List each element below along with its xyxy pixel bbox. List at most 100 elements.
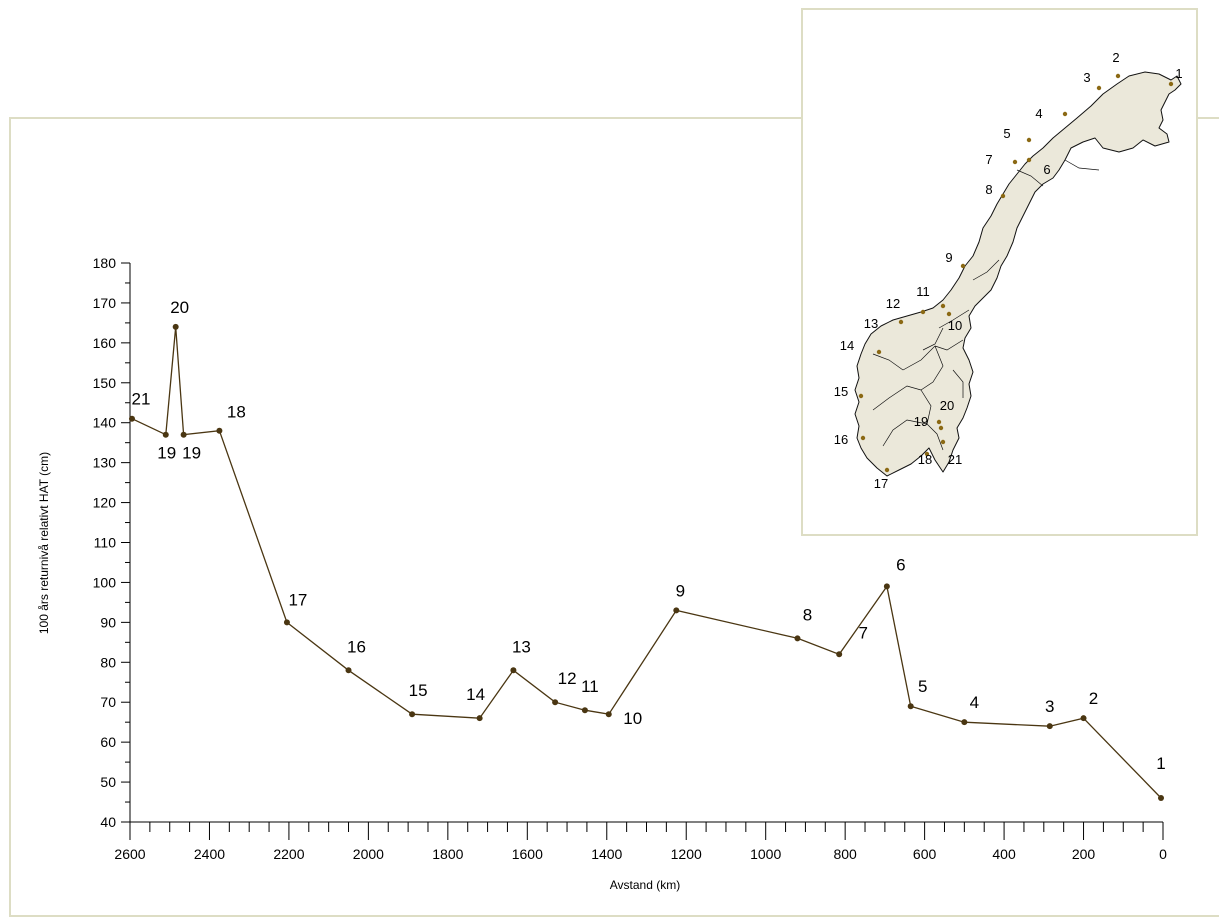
y-tick-label: 60 [100,734,116,750]
norway-map-inset: 1 2 3 4 5 6 7 8 9 10 11 12 13 14 15 16 17 18 19 20 21 [801,8,1198,536]
point-label-15: 15 [409,681,428,700]
point-label-14: 14 [466,685,485,704]
county-borders [872,159,1100,451]
map-station-label-8: 8 [985,182,992,197]
map-station-15 [858,393,864,399]
map-station-label-19: 19 [914,414,928,429]
x-tick-label: 2400 [194,846,225,862]
point-label-19: 19 [157,444,176,463]
y-tick-label: 170 [93,295,117,311]
x-tick-label: 200 [1072,846,1096,862]
y-tick-label: 130 [93,455,117,471]
map-station-label-10: 10 [948,318,962,333]
map-station-17 [884,467,890,473]
map-station-label-5: 5 [1003,126,1010,141]
data-point-14 [476,715,483,722]
map-station-label-20: 20 [940,398,954,413]
map-station-2 [1115,73,1121,79]
data-point-9 [673,607,680,614]
x-tick-label: 0 [1159,846,1167,862]
x-tick-label: 600 [913,846,937,862]
point-label-19: 19 [182,444,201,463]
y-tick-label: 40 [100,814,116,830]
map-station-label-17: 17 [874,476,888,491]
map-station-13 [898,319,904,325]
data-point-4 [961,719,968,726]
x-tick-label: 2000 [353,846,384,862]
data-point-19 [180,431,187,438]
map-stations [858,73,1174,473]
chart-axes: 4050607080901001101201301401501601701802… [93,255,1167,862]
point-label-9: 9 [676,581,685,600]
point-label-18: 18 [227,403,246,422]
point-label-5: 5 [918,677,927,696]
point-label-1: 1 [1156,754,1165,773]
y-tick-label: 110 [94,535,117,551]
x-tick-label: 2600 [114,846,145,862]
map-station-label-14: 14 [840,338,854,353]
map-station-label-15: 15 [834,384,848,399]
map-station-16 [860,435,866,441]
y-tick-label: 160 [93,335,117,351]
map-station-12 [920,309,926,315]
map-station-label-18: 18 [918,452,932,467]
data-point-20 [172,323,179,330]
data-point-8 [794,635,801,642]
y-tick-label: 120 [93,495,117,511]
point-label-4: 4 [970,693,979,712]
point-label-3: 3 [1045,697,1054,716]
map-station-label-7: 7 [985,152,992,167]
map-station-9 [960,263,966,269]
point-label-2: 2 [1089,689,1098,708]
x-tick-label: 400 [992,846,1016,862]
point-label-8: 8 [803,605,812,624]
y-axis-label: 100 års returnivå relativt HAT (cm) [37,452,51,634]
map-station-label-9: 9 [945,250,952,265]
data-point-19 [162,431,169,438]
y-tick-label: 180 [93,255,117,271]
point-label-20: 20 [170,298,189,317]
data-point-15 [409,711,416,718]
data-point-2 [1080,715,1087,722]
data-point-12 [552,699,559,706]
point-label-16: 16 [347,637,366,656]
x-tick-label: 1200 [671,846,702,862]
data-point-10 [605,711,612,718]
y-tick-label: 140 [93,415,117,431]
map-station-label-2: 2 [1112,50,1119,65]
map-station-label-3: 3 [1083,70,1090,85]
map-station-11 [940,303,946,309]
y-tick-label: 80 [100,654,116,670]
norway-outline [854,71,1182,477]
point-label-21: 21 [132,390,151,409]
y-tick-label: 90 [100,614,116,630]
y-tick-label: 100 [93,574,117,590]
data-point-17 [283,619,290,626]
point-label-6: 6 [896,555,905,574]
map-station-19 [938,425,944,431]
x-tick-label: 1400 [591,846,622,862]
data-point-18 [216,427,223,434]
point-label-11: 11 [581,677,599,696]
map-station-label-16: 16 [834,432,848,447]
map-station-label-13: 13 [864,316,878,331]
point-label-13: 13 [512,637,531,656]
point-label-17: 17 [288,590,307,609]
data-point-3 [1046,723,1053,730]
data-point-7 [836,651,843,658]
map-station-20 [936,419,942,425]
data-point-13 [510,667,517,674]
map-station-1 [1168,81,1174,87]
y-tick-label: 50 [100,774,116,790]
map-station-label-1: 1 [1175,66,1182,81]
series-line [131,326,1162,799]
data-points [128,323,1165,802]
point-label-12: 12 [558,669,577,688]
map-station-14 [876,349,882,355]
y-tick-label: 150 [93,375,117,391]
map-station-label-4: 4 [1035,106,1042,121]
data-point-21 [128,415,135,422]
